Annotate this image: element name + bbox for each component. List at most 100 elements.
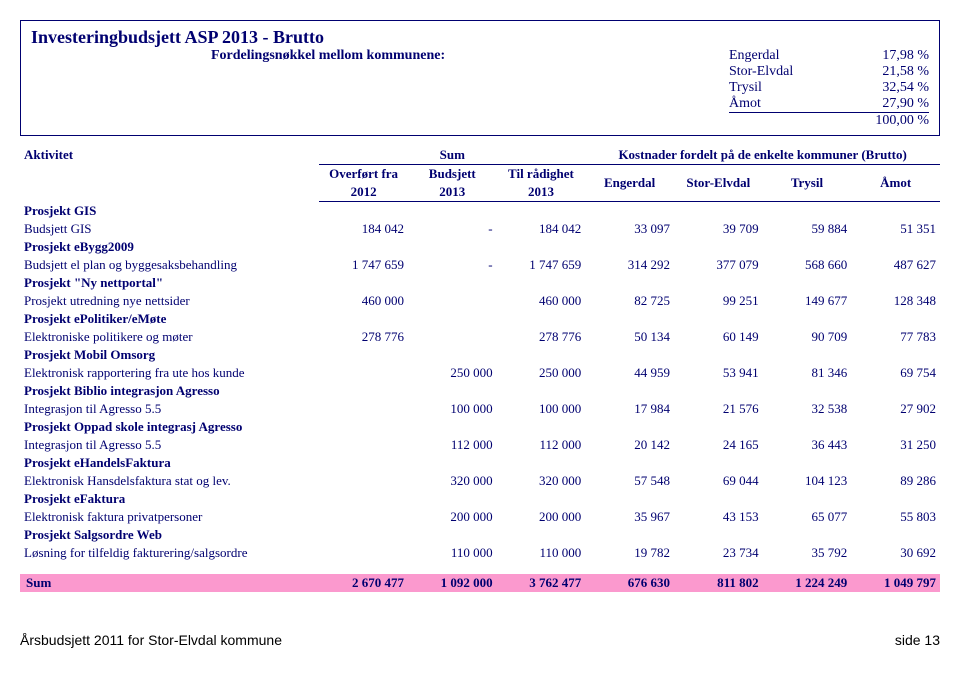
cell-value — [319, 544, 408, 562]
footer-left: Årsbudsjett 2011 for Stor-Elvdal kommune — [20, 632, 282, 648]
sum-v2: 3 762 477 — [497, 574, 586, 592]
cell-value: 32 538 — [763, 400, 852, 418]
sum-v5: 1 224 249 — [763, 574, 852, 592]
cell-value — [408, 292, 497, 310]
row-label: Budsjett GIS — [20, 220, 319, 238]
cell-value: 19 782 — [585, 544, 674, 562]
distribution-label: Fordelingsnøkkel mellom kommunene: — [31, 48, 729, 64]
sum-v6: 1 049 797 — [851, 574, 940, 592]
data-row: Integrasjon til Agresso 5.5112 000112 00… — [20, 436, 940, 454]
cell-value: 20 142 — [585, 436, 674, 454]
cell-value: 36 443 — [763, 436, 852, 454]
project-label: Prosjekt GIS — [20, 202, 940, 221]
cell-value: 69 044 — [674, 472, 763, 490]
project-row: Prosjekt eFaktura — [20, 490, 940, 508]
cell-value: 24 165 — [674, 436, 763, 454]
sum-v1: 1 092 000 — [408, 574, 497, 592]
cell-value: 33 097 — [585, 220, 674, 238]
cell-value: 460 000 — [497, 292, 586, 310]
cell-value: 55 803 — [851, 508, 940, 526]
sum-label: Sum — [20, 574, 319, 592]
header-box: Investeringbudsjett ASP 2013 - Brutto Fo… — [20, 20, 940, 136]
project-row: Prosjekt ePolitiker/eMøte — [20, 310, 940, 328]
cell-value: 314 292 — [585, 256, 674, 274]
cell-value: 51 351 — [851, 220, 940, 238]
dist-pct-1: 21,58 % — [849, 64, 929, 80]
cell-value: 59 884 — [763, 220, 852, 238]
col-sub2: Budsjett — [429, 166, 476, 181]
col-sub6: Trysil — [791, 175, 823, 190]
row-label: Elektronisk rapportering fra ute hos kun… — [20, 364, 319, 382]
col-sub7: Åmot — [880, 175, 911, 190]
footer: Årsbudsjett 2011 for Stor-Elvdal kommune… — [20, 632, 940, 648]
project-row: Prosjekt Salgsordre Web — [20, 526, 940, 544]
cell-value: 44 959 — [585, 364, 674, 382]
cell-value: 200 000 — [497, 508, 586, 526]
col-sub3: Til rådighet — [508, 166, 574, 181]
dist-pct-3: 27,90 % — [849, 96, 929, 113]
cell-value: 90 709 — [763, 328, 852, 346]
cell-value: 112 000 — [408, 436, 497, 454]
sum-v4: 811 802 — [674, 574, 763, 592]
data-row: Elektronisk faktura privatpersoner 200 00… — [20, 508, 940, 526]
sum-v0: 2 670 477 — [319, 574, 408, 592]
col-sub4: Engerdal — [604, 175, 655, 190]
project-row: Prosjekt "Ny nettportal" — [20, 274, 940, 292]
project-row: Prosjekt Oppad skole integrasj Agresso — [20, 418, 940, 436]
cell-value: 320 000 — [408, 472, 497, 490]
cell-value: 377 079 — [674, 256, 763, 274]
cell-value: 110 000 — [497, 544, 586, 562]
footer-right: side 13 — [895, 632, 940, 648]
cell-value — [319, 436, 408, 454]
cell-value — [319, 472, 408, 490]
cell-value: 39 709 — [674, 220, 763, 238]
cell-value: 81 346 — [763, 364, 852, 382]
dist-name-0: Engerdal — [729, 48, 849, 64]
cell-value: 149 677 — [763, 292, 852, 310]
cell-value: 31 250 — [851, 436, 940, 454]
cell-value — [319, 400, 408, 418]
project-row: Prosjekt Mobil Omsorg — [20, 346, 940, 364]
data-row: Prosjekt utredning nye nettsider460 0004… — [20, 292, 940, 310]
cell-value: 60 149 — [674, 328, 763, 346]
cell-value — [408, 328, 497, 346]
spacer-row — [20, 562, 940, 574]
cell-value: 250 000 — [497, 364, 586, 382]
cell-value: 1 747 659 — [497, 256, 586, 274]
row-label: Løsning for tilfeldig fakturering/salgso… — [20, 544, 319, 562]
cell-value: 82 725 — [585, 292, 674, 310]
cell-value: 77 783 — [851, 328, 940, 346]
project-label: Prosjekt ePolitiker/eMøte — [20, 310, 940, 328]
cell-value: 30 692 — [851, 544, 940, 562]
dist-name-2: Trysil — [729, 80, 849, 96]
project-label: Prosjekt Biblio integrasjon Agresso — [20, 382, 940, 400]
cell-value: 35 792 — [763, 544, 852, 562]
cell-value: 110 000 — [408, 544, 497, 562]
col-sum: Sum — [440, 147, 465, 162]
col-sub3b: 2013 — [528, 184, 554, 199]
col-sub2b: 2013 — [439, 184, 465, 199]
cell-value: 278 776 — [319, 328, 408, 346]
data-row: Løsning for tilfeldig fakturering/salgso… — [20, 544, 940, 562]
project-label: Prosjekt eBygg2009 — [20, 238, 940, 256]
cell-value: 23 734 — [674, 544, 763, 562]
table-header-row-1: Aktivitet Sum Kostnader fordelt på de en… — [20, 146, 940, 165]
data-row: Elektroniske politikere og møter278 7762… — [20, 328, 940, 346]
cell-value: 250 000 — [408, 364, 497, 382]
cell-value: 487 627 — [851, 256, 940, 274]
col-sub1: Overført fra — [329, 166, 398, 181]
cell-value: 100 000 — [408, 400, 497, 418]
row-label: Elektronisk faktura privatpersoner — [20, 508, 319, 526]
distribution-row: Fordelingsnøkkel mellom kommunene: Enger… — [31, 48, 929, 64]
cell-value: 69 754 — [851, 364, 940, 382]
cell-value — [319, 364, 408, 382]
cell-value: 568 660 — [763, 256, 852, 274]
row-label: Prosjekt utredning nye nettsider — [20, 292, 319, 310]
cell-value: 65 077 — [763, 508, 852, 526]
dist-pct-2: 32,54 % — [849, 80, 929, 96]
cell-value: 43 153 — [674, 508, 763, 526]
col-activity: Aktivitet — [24, 147, 73, 162]
dist-total: 100,00 % — [31, 113, 929, 129]
cell-value: - — [408, 220, 497, 238]
sum-row: Sum 2 670 477 1 092 000 3 762 477 676 63… — [20, 574, 940, 592]
